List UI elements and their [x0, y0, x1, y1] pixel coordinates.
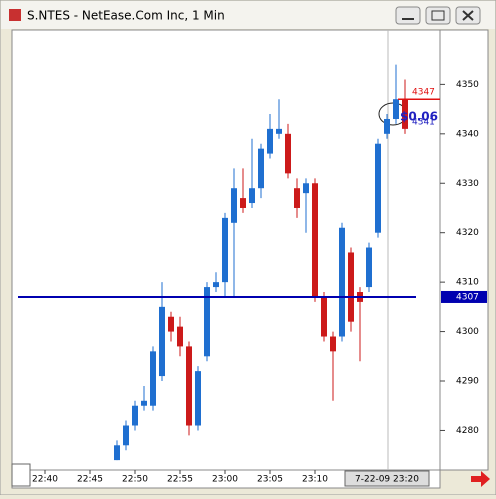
- candle-body: [285, 133, 291, 174]
- price-line-label: 4341: [412, 117, 435, 127]
- y-tick-label: 4320: [456, 228, 479, 238]
- candle-body: [213, 282, 219, 288]
- candle-body: [231, 188, 237, 223]
- candle-body: [123, 425, 129, 446]
- price-axis: [439, 29, 489, 471]
- candle-body: [114, 445, 120, 461]
- x-tick-label: 23:00: [212, 475, 238, 485]
- scroll-box[interactable]: [11, 463, 31, 487]
- horizontal-line-label: 4307: [456, 292, 479, 302]
- candle-body: [294, 188, 300, 208]
- candle-body: [312, 183, 318, 297]
- candle-body: [177, 326, 183, 347]
- candle-body: [186, 346, 192, 426]
- candle-body: [402, 99, 408, 129]
- maximize-icon: [431, 10, 445, 21]
- cursor-label: 7-22-09 23:20: [355, 475, 419, 485]
- candle-body: [159, 306, 165, 377]
- candle-body: [384, 118, 390, 134]
- candle-body: [321, 296, 327, 337]
- x-tick-label: 22:50: [122, 475, 148, 485]
- price-line-label: 4347: [412, 88, 435, 98]
- candle-body: [366, 247, 372, 288]
- candle-body: [267, 128, 273, 154]
- maximize-button[interactable]: [425, 6, 451, 25]
- candle-body: [330, 336, 336, 352]
- y-tick-label: 4350: [456, 80, 479, 90]
- y-tick-label: 4340: [456, 129, 479, 139]
- candle-body: [222, 217, 228, 283]
- candle-body: [249, 188, 255, 204]
- y-tick-label: 4300: [456, 327, 479, 337]
- x-tick-label: 22:40: [32, 475, 58, 485]
- candle-body: [375, 143, 381, 233]
- y-tick-label: 4290: [456, 377, 479, 387]
- x-tick-label: 23:05: [257, 475, 283, 485]
- candle-body: [303, 183, 309, 194]
- candle-body: [276, 128, 282, 134]
- candle-body: [339, 227, 345, 337]
- change-label: $0.06: [400, 109, 438, 123]
- candle-body: [240, 198, 246, 208]
- candle-body: [141, 400, 147, 406]
- candle-body: [132, 405, 138, 426]
- cursor-box: [344, 470, 430, 487]
- horizontal-line-tag: [441, 290, 487, 303]
- app-icon: [9, 9, 21, 21]
- x-tick-label: 22:45: [77, 475, 103, 485]
- candle-body: [168, 316, 174, 332]
- x-tick-label: 23:10: [302, 475, 328, 485]
- window-title: S.NTES - NetEase.Com Inc, 1 Min: [27, 9, 225, 23]
- y-tick-label: 4280: [456, 426, 479, 436]
- minimize-button[interactable]: [395, 6, 421, 25]
- x-tick-label: 22:55: [167, 475, 193, 485]
- y-tick-label: 4330: [456, 179, 479, 189]
- candle-body: [348, 252, 354, 322]
- scroll-arrow[interactable]: [471, 471, 490, 487]
- candle-body: [150, 351, 156, 406]
- candle-body: [258, 148, 264, 189]
- candle-body: [393, 99, 399, 119]
- close-icon: [462, 10, 474, 21]
- y-tick-label: 4310: [456, 278, 479, 288]
- candle-body: [204, 287, 210, 357]
- candle-body: [195, 371, 201, 426]
